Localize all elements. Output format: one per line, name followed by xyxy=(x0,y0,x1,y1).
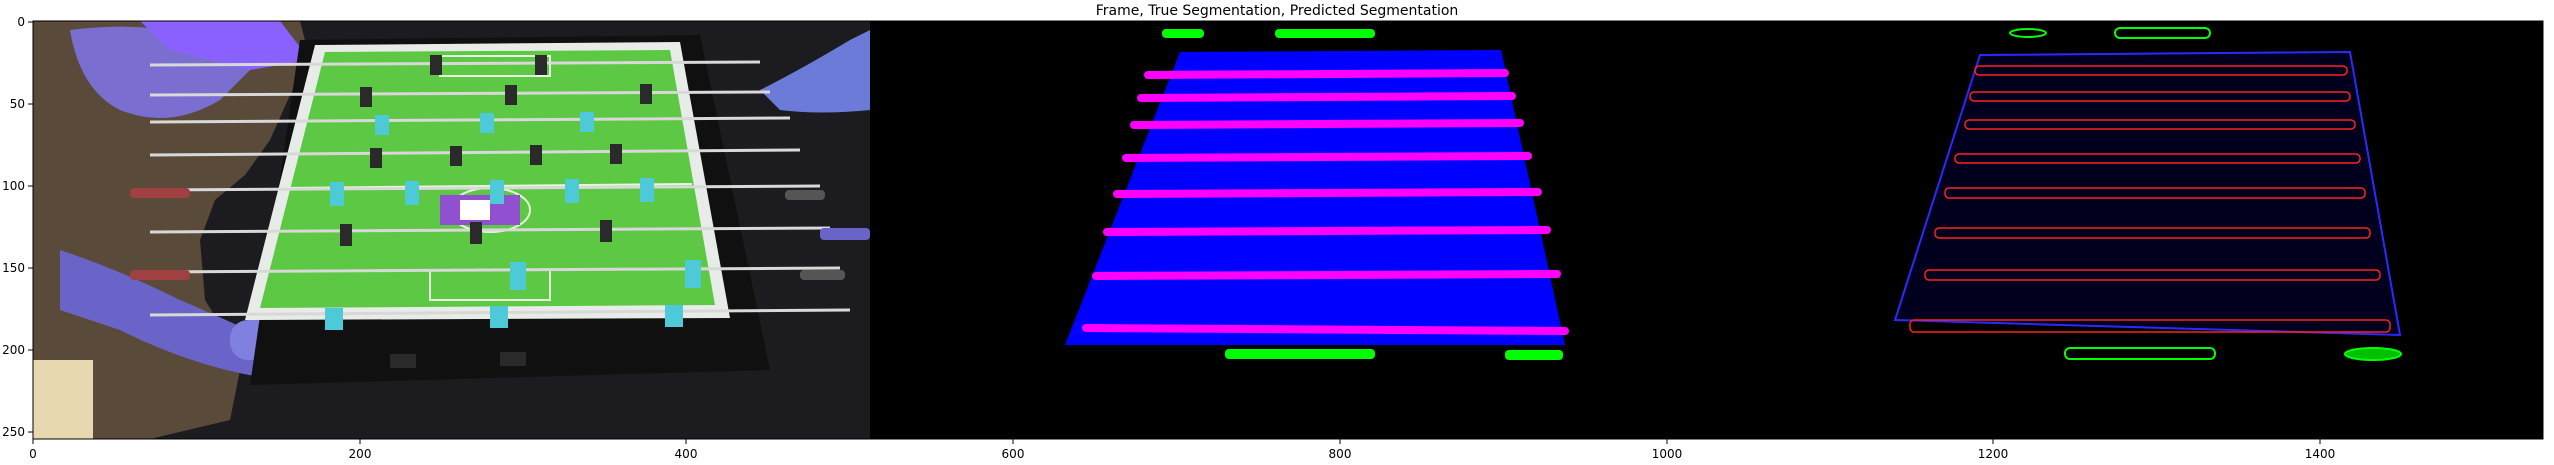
x-tick-label: 1400 xyxy=(2305,447,2336,461)
cap xyxy=(140,21,310,70)
y-tick-label: 100 xyxy=(2,179,25,193)
y-tick-label: 50 xyxy=(10,97,25,111)
predicted-ball-markers xyxy=(2009,27,2402,361)
x-tick-label: 600 xyxy=(1002,447,1025,461)
figure-title: Frame, True Segmentation, Predicted Segm… xyxy=(1095,3,1459,19)
y-tick-label: 150 xyxy=(2,261,25,275)
true-ball-markers xyxy=(1162,29,1563,360)
x-tick-label: 800 xyxy=(1329,447,1352,461)
x-tick-label: 400 xyxy=(675,447,698,461)
y-axis: 0 50 100 150 200 250 xyxy=(2,15,33,439)
x-tick-label: 1200 xyxy=(1978,447,2009,461)
x-tick-label: 0 xyxy=(29,447,37,461)
x-axis: 0 200 400 600 800 1000 1200 1400 xyxy=(29,439,2335,461)
x-tick-label: 200 xyxy=(349,447,372,461)
axes-frame xyxy=(32,20,2544,440)
rods xyxy=(149,60,851,317)
left-leg xyxy=(33,360,93,439)
true-rods xyxy=(1082,69,1569,335)
foosball-men-cyan xyxy=(325,112,701,330)
playing-field xyxy=(260,50,715,308)
handles xyxy=(785,190,870,280)
predicted-segmentation-panel xyxy=(1893,27,2402,361)
predicted-table-surface xyxy=(1893,50,2402,337)
right-player-arm xyxy=(760,21,870,113)
y-tick-label: 0 xyxy=(17,15,25,29)
predicted-rods xyxy=(1909,65,2391,333)
true-segmentation-panel xyxy=(1065,29,1569,360)
foosball-men-black xyxy=(340,55,652,368)
frame-panel xyxy=(33,21,870,439)
x-tick-label: 1000 xyxy=(1652,447,1683,461)
y-tick-label: 250 xyxy=(2,425,25,439)
y-tick-label: 200 xyxy=(2,343,25,357)
left-player-person xyxy=(33,21,310,439)
left-handles xyxy=(130,188,190,280)
